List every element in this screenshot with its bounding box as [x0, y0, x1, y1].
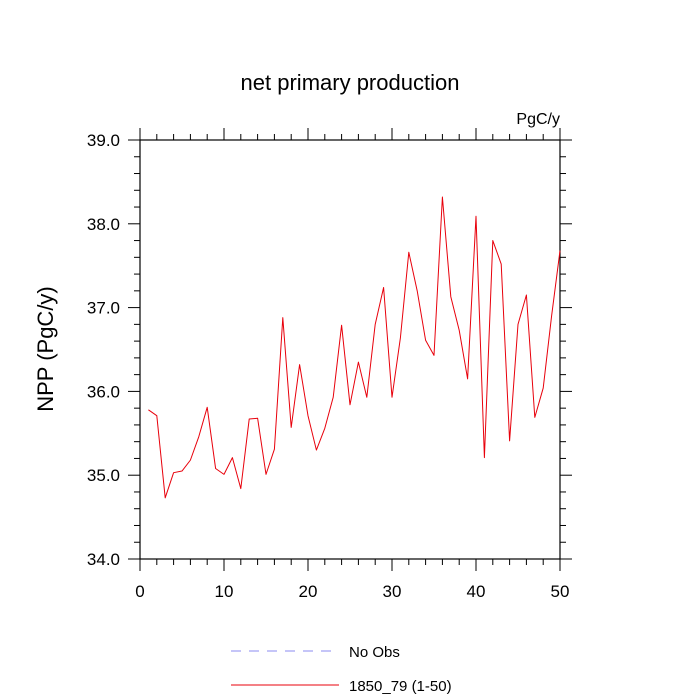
ticks-layer	[128, 128, 572, 571]
legend-item: No Obs	[231, 644, 400, 661]
legend-label: 1850_79 (1-50)	[349, 678, 452, 695]
y-axis-label: NPP (PgC/y)	[33, 286, 58, 412]
x-tick-label: 30	[383, 582, 402, 601]
legend-label: No Obs	[349, 644, 400, 661]
x-tick-label: 10	[215, 582, 234, 601]
units-label: PgC/y	[516, 111, 560, 128]
legend-item: 1850_79 (1-50)	[231, 678, 452, 695]
x-tick-label: 0	[135, 582, 144, 601]
x-tick-label: 50	[551, 582, 570, 601]
y-tick-label: 36.0	[87, 382, 120, 401]
y-tick-label: 34.0	[87, 550, 120, 569]
y-tick-label: 38.0	[87, 215, 120, 234]
y-tick-label: 37.0	[87, 299, 120, 318]
y-tick-label: 39.0	[87, 131, 120, 150]
tick-labels-layer: 0 10 20 30 40 50 34.0 35.0 36.0 37.0 38.0 39.0	[87, 131, 570, 601]
series-layer	[148, 196, 561, 499]
plot-frame	[139, 139, 561, 560]
y-tick-label: 35.0	[87, 466, 120, 485]
x-tick-label: 20	[299, 582, 318, 601]
legend: No Obs 1850_79 (1-50)	[231, 644, 452, 695]
series-line	[148, 196, 561, 499]
chart-title: net primary production	[241, 70, 460, 95]
x-tick-label: 40	[467, 582, 486, 601]
